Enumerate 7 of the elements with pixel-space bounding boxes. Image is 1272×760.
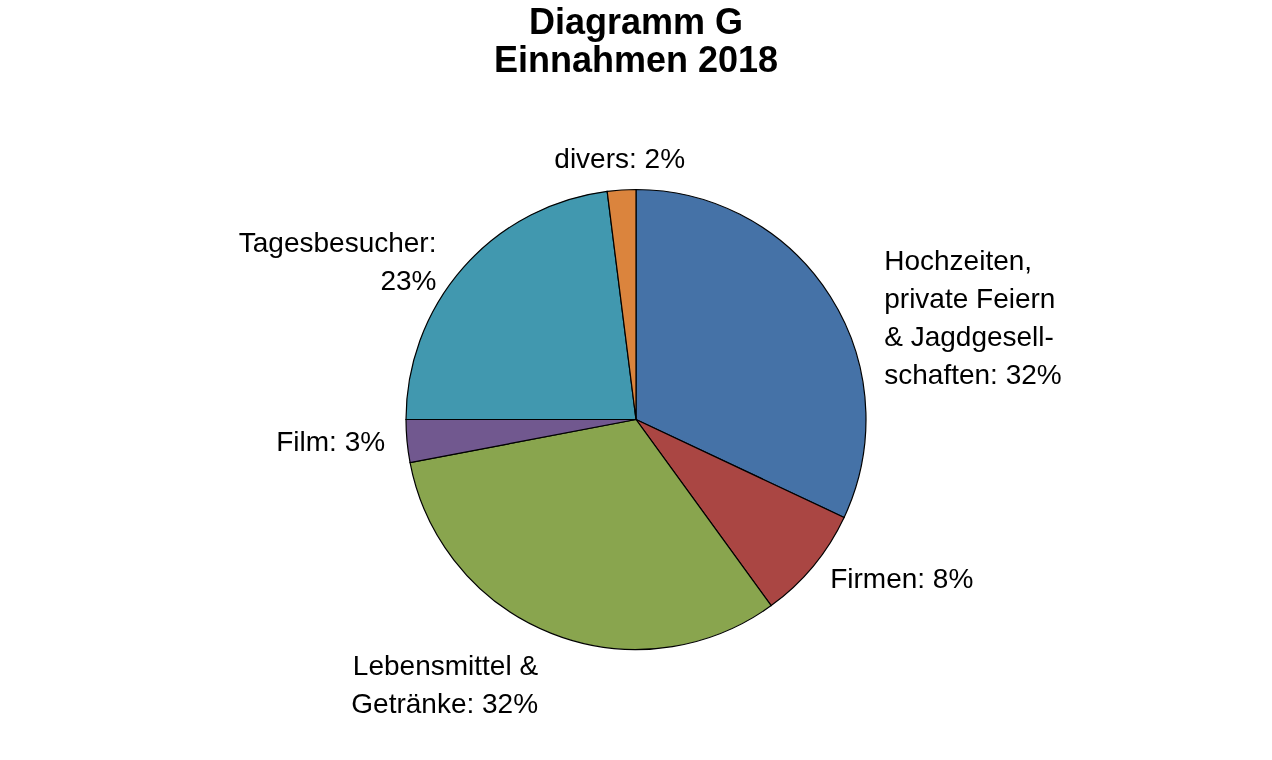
text: Diagramm G (528, 1, 744, 42)
slice-label: Hochzeiten, private Feiern & Jagdgesell- schaften: 32% (884, 244, 1062, 390)
slice-label: Firmen: 8% (830, 563, 974, 595)
slice-label: Tagesbesucher: 23% (238, 226, 437, 296)
slice-label: Film: 3% (276, 426, 386, 458)
slice-label: Lebensmittel & Getränke: 32% (351, 649, 539, 719)
slice-label: divers: 2% (554, 143, 686, 175)
